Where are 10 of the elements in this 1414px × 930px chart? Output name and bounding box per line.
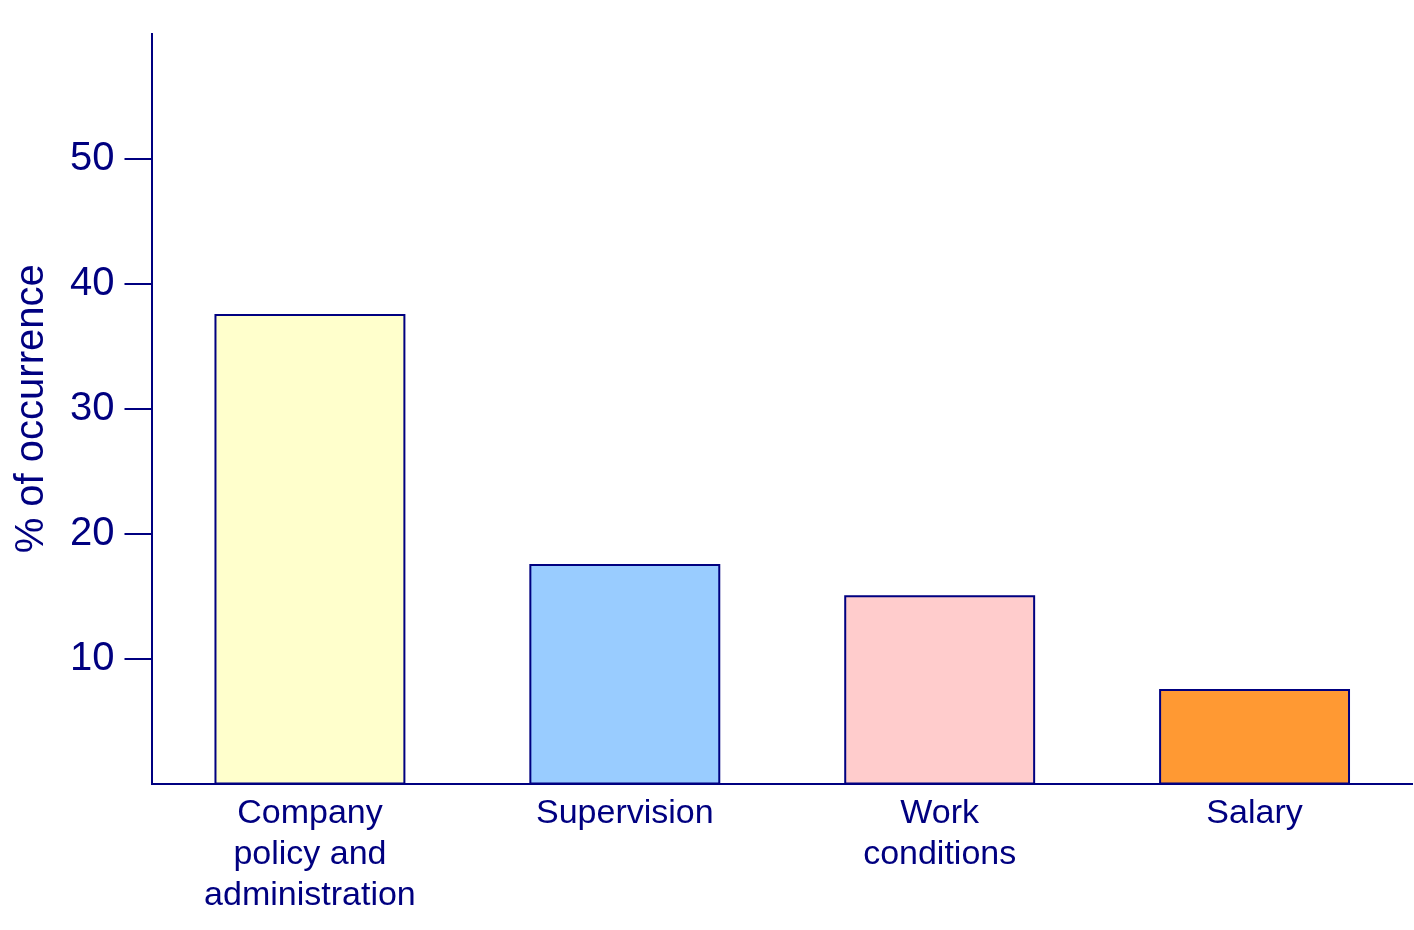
x-tick-label: Salary xyxy=(1206,792,1303,831)
x-tick-label: Work conditions xyxy=(863,792,1017,872)
y-tick-label: 30 xyxy=(69,383,115,428)
y-axis-title: % of occurrence xyxy=(7,264,52,554)
y-tick-label: 20 xyxy=(69,508,115,553)
x-tick-label: Supervision xyxy=(535,792,714,831)
y-tick-label: 50 xyxy=(69,133,115,178)
y-tick-label: 40 xyxy=(69,258,115,303)
y-tick-label: 10 xyxy=(69,633,115,678)
x-tick-label: Company policy and administration xyxy=(204,792,416,912)
